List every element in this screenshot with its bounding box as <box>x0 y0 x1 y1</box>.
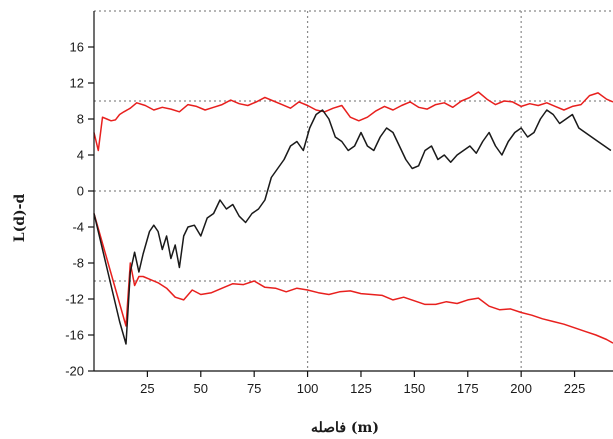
y-tick-label: 12 <box>70 76 84 91</box>
grid-layer <box>94 10 613 371</box>
x-tick-label: 125 <box>350 381 372 396</box>
x-tick-label: 200 <box>510 381 532 396</box>
y-axis-title: L(d)-d <box>12 194 28 243</box>
y-tick-label: 16 <box>70 40 84 55</box>
x-tick-label: 150 <box>404 381 426 396</box>
x-tick-label: 25 <box>140 381 154 396</box>
tick-layer: -20 -16 -12 -8 -4 0 4 8 12 16 25 50 75 100 125 150 175 20… <box>65 40 585 397</box>
x-axis-title: فاصله (m) <box>311 420 379 436</box>
y-tick-label: -16 <box>65 328 84 343</box>
x-tick-label: 100 <box>297 381 319 396</box>
x-tick-label: 75 <box>247 381 261 396</box>
x-tick-label: 175 <box>457 381 479 396</box>
series-line-lower-envelope <box>93 213 613 344</box>
x-tick-label: 225 <box>564 381 586 396</box>
y-tick-label: -20 <box>65 364 84 379</box>
y-tick-label: 0 <box>77 184 84 199</box>
series-line-observed <box>93 109 612 345</box>
series-layer <box>93 91 613 345</box>
x-tick-label: 50 <box>194 381 208 396</box>
y-tick-label: -8 <box>72 256 84 271</box>
y-tick-label: -4 <box>72 220 84 235</box>
y-tick-label: 4 <box>77 148 84 163</box>
y-tick-label: -12 <box>65 292 84 307</box>
y-tick-label: 8 <box>77 112 84 127</box>
series-line-upper-envelope <box>93 91 613 152</box>
